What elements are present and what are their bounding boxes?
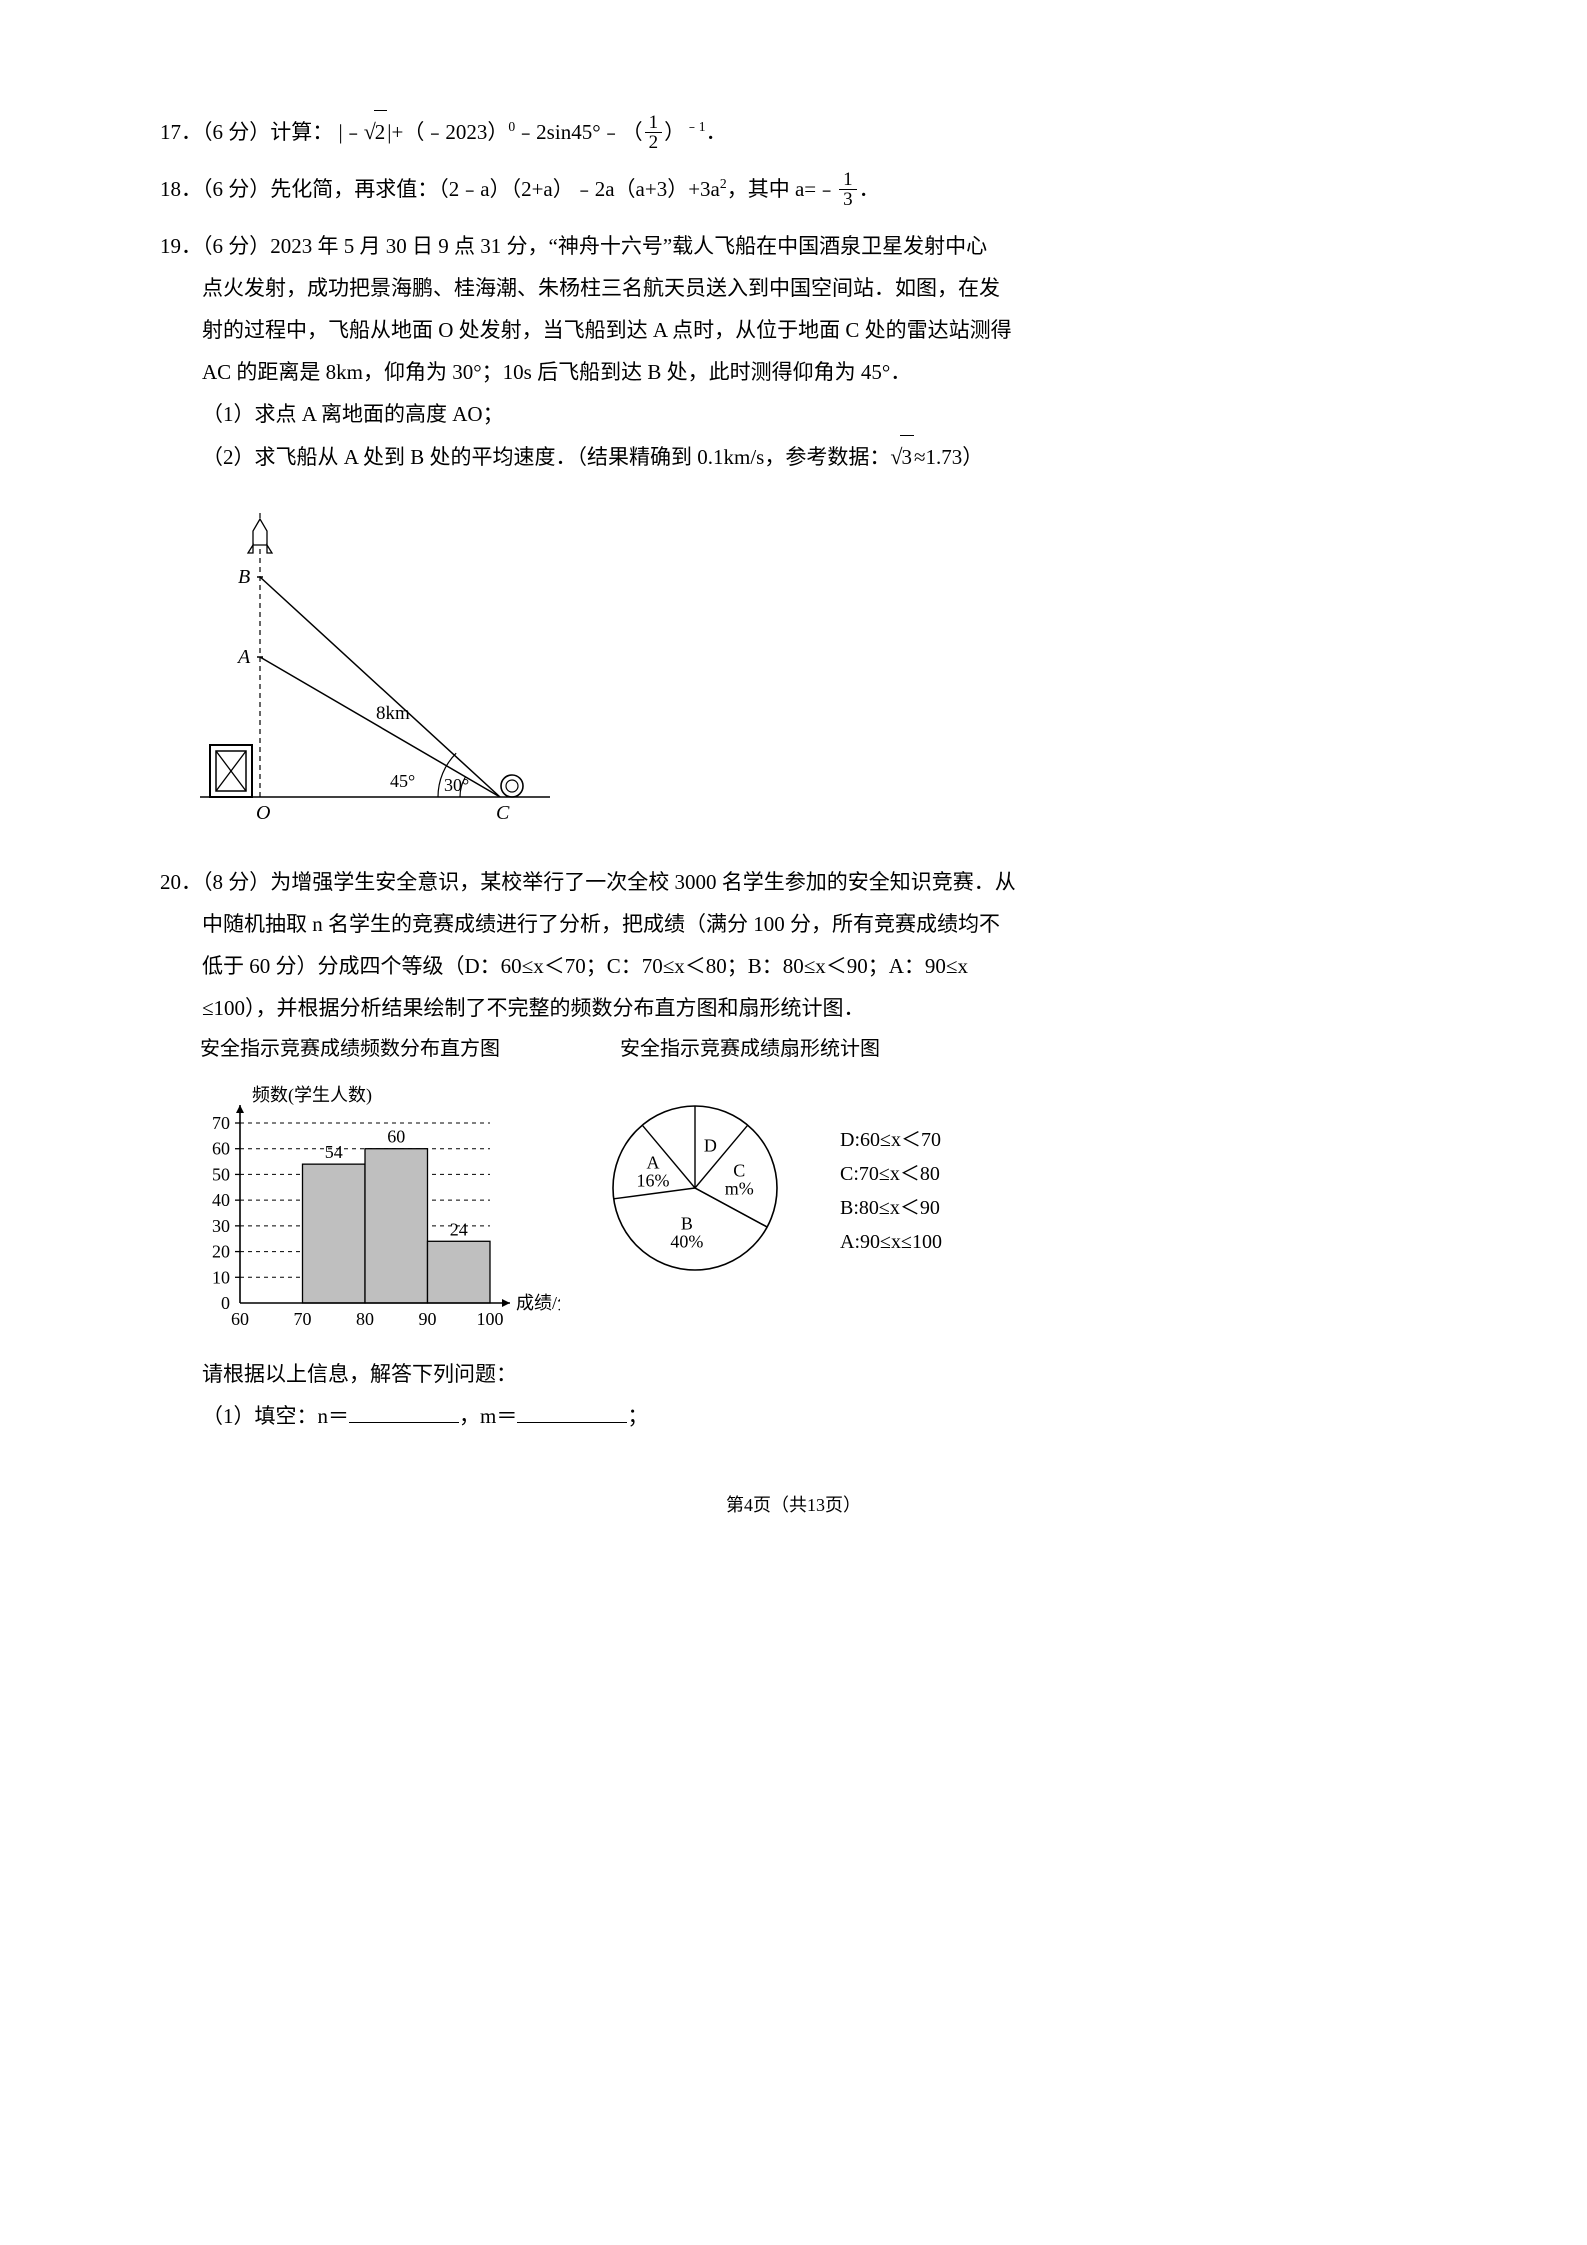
q20-charts: 10 20 30 40 50 60 70 0 54 60 24 60 70 80 90 100 频数(学生人数)… [180,1083,1427,1343]
q20-sub-1: （1）填空：n＝ ，m＝ ； [202,1395,1427,1437]
q19-diagram: O C A B 8km 30° 45° [200,497,1427,841]
legend-a: A:90≤x≤100 [840,1225,942,1259]
q19-sub2-a: （2）求飞船从 A 处到 B 处的平均速度．（结果精确到 0.1km/s，参考数… [202,445,890,469]
q17-stem: 17．（6 分）计算： |﹣2|+（﹣2023）0﹣2sin45°﹣（12）﹣1… [160,110,1427,154]
svg-text:90: 90 [419,1309,437,1329]
pie-title: 安全指示竞赛成绩扇形统计图 [620,1029,880,1069]
svg-text:B: B [681,1213,693,1233]
svg-text:100: 100 [477,1309,504,1329]
question-19: 19．（6 分）2023 年 5 月 30 日 9 点 31 分，“神舟十六号”… [160,225,1427,841]
q19-line-3: AC 的距离是 8km，仰角为 30°；10s 后飞船到达 B 处，此时测得仰角… [202,351,1427,393]
blank-n[interactable] [349,1401,459,1423]
q17-p1: |﹣ [339,120,364,144]
q20-line-1: 中随机抽取 n 名学生的竞赛成绩进行了分析，把成绩（满分 100 分，所有竞赛成… [202,903,1427,945]
sqrt-2-icon: 2 [364,110,388,154]
svg-text:成绩/分: 成绩/分 [516,1293,560,1313]
q19-line-0: 19．（6 分）2023 年 5 月 30 日 9 点 31 分，“神舟十六号”… [160,225,1427,267]
q19-sub-2: （2）求飞船从 A 处到 B 处的平均速度．（结果精确到 0.1km/s，参考数… [202,435,1427,479]
q19-line-2: 射的过程中，飞船从地面 O 处发射，当飞船到达 A 点时，从位于地面 C 处的雷… [202,309,1427,351]
pie-wrap: D A16% B40% Cm% [590,1083,800,1293]
pie-legend: D:60≤x＜70 C:70≤x＜80 B:80≤x＜90 A:90≤x≤100 [840,1123,942,1259]
svg-text:C: C [496,802,510,824]
q17-label: 17．（6 分）计算： [160,120,333,144]
q20-line-2: 低于 60 分）分成四个等级（D：60≤x＜70；C：70≤x＜80；B：80≤… [202,945,1427,987]
svg-text:45°: 45° [390,771,415,791]
sqrt-3-icon: 3 [890,435,914,479]
q18-suffix: ． [859,177,880,201]
svg-text:10: 10 [212,1267,230,1287]
q17-p4: ） [664,120,685,144]
legend-c: C:70≤x＜80 [840,1157,942,1191]
svg-text:20: 20 [212,1241,230,1261]
q20-sub1-c: ； [627,1404,648,1428]
q20-line-0: 20．（8 分）为增强学生安全意识，某校举行了一次全校 3000 名学生参加的安… [160,861,1427,903]
svg-text:70: 70 [212,1113,230,1133]
svg-text:0: 0 [221,1293,230,1313]
histogram-svg: 10 20 30 40 50 60 70 0 54 60 24 60 70 80 90 100 频数(学生人数)… [180,1083,560,1343]
legend-d: D:60≤x＜70 [840,1123,942,1157]
svg-text:频数(学生人数): 频数(学生人数) [252,1085,372,1106]
svg-text:70: 70 [294,1309,312,1329]
legend-b: B:80≤x＜90 [840,1191,942,1225]
q18-prefix: 18．（6 分）先化简，再求值： [160,177,438,201]
q18-exp2: 2 [720,176,727,191]
svg-text:24: 24 [450,1219,468,1239]
fraction-half-icon: 12 [645,113,663,152]
svg-text:30: 30 [212,1216,230,1236]
q17-exp-neg1: ﹣1 [685,119,705,134]
question-18: 18．（6 分）先化简，再求值：（2﹣a）（2+a）﹣2a（a+3）+3a2，其… [160,168,1427,211]
svg-text:16%: 16% [636,1170,669,1190]
svg-text:54: 54 [325,1142,343,1162]
svg-text:60: 60 [212,1138,230,1158]
page-footer: 第4页（共13页） [160,1487,1427,1523]
histogram-wrap: 10 20 30 40 50 60 70 0 54 60 24 60 70 80 90 100 频数(学生人数)… [180,1083,560,1343]
q19-svg: O C A B 8km 30° 45° [200,497,560,827]
svg-text:80: 80 [356,1309,374,1329]
question-20: 20．（8 分）为增强学生安全意识，某校举行了一次全校 3000 名学生参加的安… [160,861,1427,1437]
svg-text:8km: 8km [376,703,410,724]
svg-text:40: 40 [212,1190,230,1210]
q19-sub2-b: ≈1.73） [914,445,983,469]
fraction-third-icon: 13 [839,170,857,209]
svg-text:m%: m% [725,1178,754,1198]
q20-line-3: ≤100），并根据分析结果绘制了不完整的频数分布直方图和扇形统计图． [202,987,1427,1029]
svg-text:A: A [646,1152,659,1172]
q19-line-1: 点火发射，成功把景海鹏、桂海潮、朱杨柱三名航天员送入到中国空间站．如图，在发 [202,267,1427,309]
svg-text:60: 60 [387,1126,405,1146]
q18-stem: 18．（6 分）先化简，再求值：（2﹣a）（2+a）﹣2a（a+3）+3a2，其… [160,168,1427,211]
q17-p2: |+（﹣2023） [387,120,508,144]
q18-expr: （2﹣a）（2+a）﹣2a（a+3）+3a [438,177,720,201]
q18-mid: ，其中 a=﹣ [727,177,837,201]
q17-p3: ﹣2sin45°﹣（ [515,120,642,144]
svg-text:30°: 30° [444,775,469,795]
svg-text:C: C [733,1160,745,1180]
blank-m[interactable] [517,1401,627,1423]
q20-sub1-a: （1）填空：n＝ [202,1404,349,1428]
svg-text:O: O [256,802,270,824]
q17-p5: ． [706,120,727,144]
q19-sub-1: （1）求点 A 离地面的高度 AO； [202,393,1427,435]
svg-text:50: 50 [212,1164,230,1184]
pie-svg: D A16% B40% Cm% [590,1083,800,1293]
q20-tail: 请根据以上信息，解答下列问题： [202,1353,1427,1395]
question-17: 17．（6 分）计算： |﹣2|+（﹣2023）0﹣2sin45°﹣（12）﹣1… [160,110,1427,154]
svg-text:60: 60 [231,1309,249,1329]
svg-text:D: D [704,1135,717,1155]
q20-sub1-b: ，m＝ [459,1404,517,1428]
svg-text:A: A [236,646,251,668]
svg-text:B: B [238,566,250,588]
histogram-title: 安全指示竞赛成绩频数分布直方图 [200,1029,500,1069]
svg-text:40%: 40% [670,1231,703,1251]
